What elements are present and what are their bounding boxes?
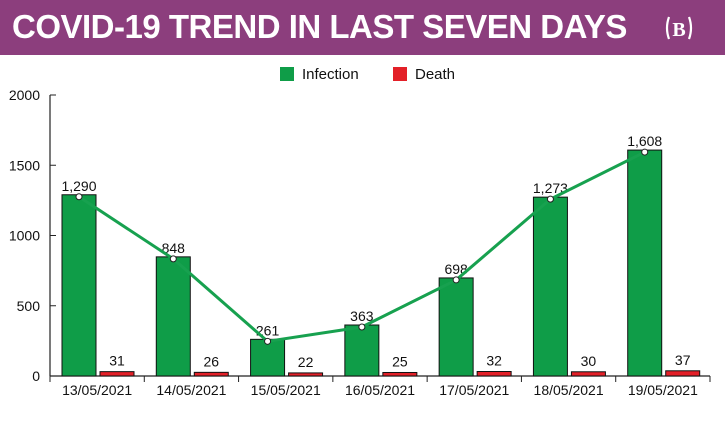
x-tick-label: 18/05/2021 [534,382,604,398]
x-tick-label: 13/05/2021 [62,382,132,398]
death-data-label: 25 [392,353,408,369]
trend-point [641,148,649,156]
infection-bar [438,277,474,377]
death-data-label: 32 [486,353,502,369]
death-data-label: 37 [675,352,691,368]
title-banner: COVID-19 TREND IN LAST SEVEN DAYS B [0,0,725,55]
x-tick-label: 14/05/2021 [156,382,226,398]
infection-bar [627,149,663,377]
y-tick-label: 1000 [9,228,40,244]
x-tick-label: 19/05/2021 [628,382,698,398]
trend-point [169,255,177,263]
legend-infection-label: Infection [302,66,359,83]
x-tick-label: 16/05/2021 [345,382,415,398]
infection-data-label: 1,608 [627,133,662,149]
death-data-label: 30 [581,353,597,369]
y-tick-label: 0 [32,368,40,384]
infection-data-label: 363 [350,308,374,324]
death-bar [476,371,512,377]
y-tick-label: 1500 [9,157,40,173]
death-bar [193,371,229,377]
death-data-label: 26 [203,353,219,369]
svg-text:B: B [672,19,685,41]
death-bar [665,370,701,377]
death-bar [382,371,418,377]
chart-title: COVID-19 TREND IN LAST SEVEN DAYS [12,8,627,45]
trend-point [358,323,366,331]
death-bar [288,372,324,377]
x-tick-label: 15/05/2021 [251,382,321,398]
legend-death-label: Death [415,66,455,83]
y-tick-label: 2000 [9,87,40,103]
infection-bar [344,324,380,377]
legend-infection-swatch [280,67,294,81]
infection-data-label: 1,290 [61,178,96,194]
trend-point [546,195,554,203]
infection-data-label: 848 [162,240,186,256]
y-tick-label: 500 [17,298,41,314]
death-data-label: 31 [109,353,125,369]
bangladesh-post-logo-icon: B [665,16,693,41]
infection-data-label: 1,273 [533,180,568,196]
x-tick-label: 17/05/2021 [439,382,509,398]
legend-death-swatch [393,67,407,81]
infection-bar [532,196,568,377]
infection-bar [155,256,191,377]
death-bar [570,371,606,377]
infection-bar [61,194,97,377]
covid-trend-chart: 0 500 1000 1500 2000 13/05/2021 14/05/2021 15/0… [9,66,711,398]
trend-point [264,337,272,345]
trend-point [452,276,460,284]
death-bar [99,371,135,377]
death-data-label: 22 [298,354,314,370]
infection-bar [250,338,286,377]
trend-point [75,193,83,201]
